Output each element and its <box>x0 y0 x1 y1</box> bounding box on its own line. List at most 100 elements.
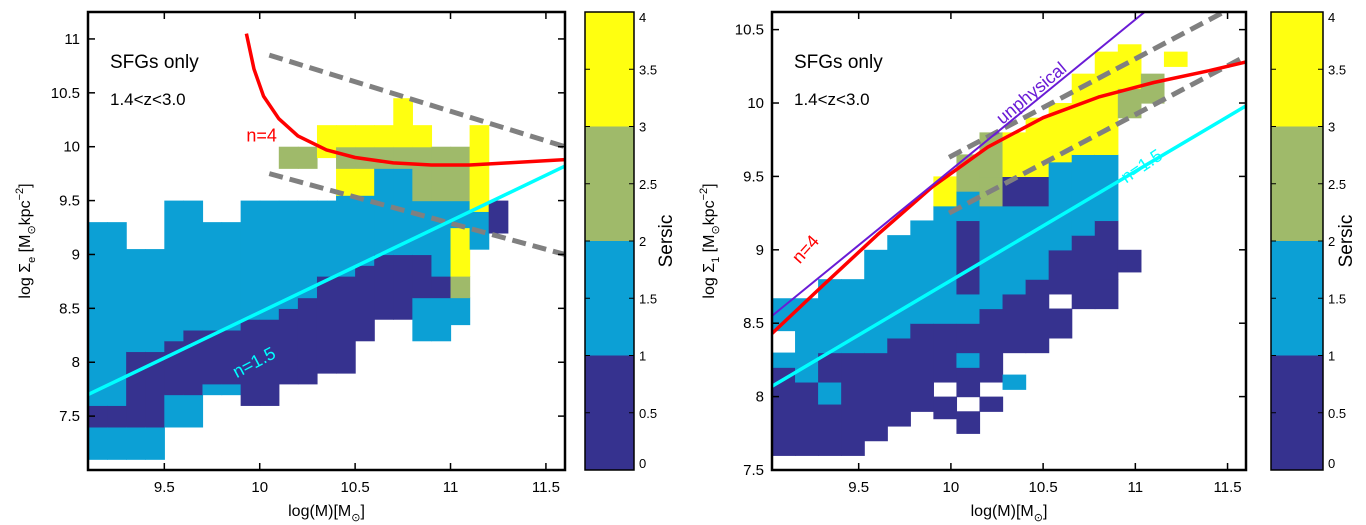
colorbar-band <box>585 355 634 470</box>
heatmap-cell <box>202 383 223 396</box>
colorbar: 0 0.5 1 1.5 2 2.5 3 3.5 4 Sersic <box>584 10 677 471</box>
heatmap-cell <box>412 200 433 256</box>
heatmap-cell <box>841 352 865 456</box>
y-tick-label: 10.5 <box>51 85 80 102</box>
y-tick-label: 8.5 <box>59 300 80 317</box>
curve-label: n=1.5 <box>1117 145 1166 187</box>
colorbar-tick-label: 0 <box>1328 456 1335 471</box>
heatmap-cell <box>864 249 888 354</box>
colorbar-tick-label: 2 <box>639 234 646 249</box>
heatmap-cell <box>1071 235 1096 310</box>
heatmap-cell <box>316 200 337 277</box>
plot-frame <box>770 10 1248 472</box>
x-tick-label: 11.5 <box>1214 479 1242 496</box>
colorbar-tick-label: 3.5 <box>1328 62 1346 77</box>
heatmap-cell <box>1025 205 1050 280</box>
annotation-sample: SFGs only <box>794 52 883 73</box>
heatmap-cell <box>956 352 981 368</box>
curve-label: n=4 <box>788 231 823 267</box>
y-tick-label: 10 <box>63 139 80 156</box>
y-tick-label: 7.5 <box>59 408 80 425</box>
x-tick-label: 11 <box>443 479 459 496</box>
heatmap-cell <box>450 297 471 326</box>
heatmap-cell <box>297 200 318 299</box>
heatmap-cell <box>412 125 433 148</box>
colorbar-tick-label: 1.5 <box>639 291 657 306</box>
colorbar-tick-label: 0.5 <box>639 406 657 421</box>
plot-area <box>772 12 1246 456</box>
plot-area <box>88 33 565 460</box>
heatmap-cell <box>450 146 471 202</box>
y-tick-label: 8.5 <box>743 315 764 332</box>
heatmap-cell <box>818 381 842 405</box>
colorbar-tick-label: 0.5 <box>1328 406 1346 421</box>
heatmap-cell <box>1025 279 1050 354</box>
y-tick-label: 9 <box>72 246 80 263</box>
heatmap-cell <box>164 394 184 428</box>
x-axis-label: log(M)[M⊙] <box>288 503 365 524</box>
heatmap-cell <box>336 168 356 196</box>
heatmap-cell <box>355 168 375 196</box>
heatmap-cell <box>393 98 413 148</box>
heatmap-cell <box>956 411 981 434</box>
heatmap-cell <box>1048 308 1073 339</box>
heatmap-cell <box>297 146 318 169</box>
heatmap-cell <box>374 146 394 169</box>
heatmap-cell <box>431 200 452 256</box>
curve-n-1-5 <box>88 164 565 397</box>
heatmap-cell <box>1048 161 1073 251</box>
heatmap-cell <box>818 403 842 456</box>
y-axis-label: log Σ1 [M⊙kpc−2] <box>698 183 722 298</box>
heatmap-cell <box>956 367 981 398</box>
heatmap-cell <box>431 254 452 277</box>
colorbar-band <box>1271 12 1323 127</box>
heatmap-cell <box>183 394 204 428</box>
y-tick-label: 9.5 <box>743 168 764 185</box>
heatmap-cell <box>1048 103 1073 163</box>
colorbar-band <box>1271 241 1323 356</box>
heatmap-cell <box>374 254 394 320</box>
dashed-boundary-line <box>268 171 565 257</box>
heatmap-cell <box>88 426 108 460</box>
heatmap-cell <box>450 276 471 299</box>
x-axis-label: log(M)[M⊙] <box>971 503 1048 524</box>
heatmap-cell <box>259 319 280 406</box>
curve-n-4 <box>244 33 565 167</box>
annotation-redshift: 1.4<z<3.0 <box>110 90 186 109</box>
colorbar-band <box>585 241 634 356</box>
heatmap-cell <box>412 254 433 299</box>
heatmap-cell <box>910 323 934 412</box>
heatmap-cell <box>933 396 958 420</box>
colorbar-band <box>585 126 634 241</box>
heatmap-cell <box>107 426 127 460</box>
heatmap-cell <box>1002 374 1027 390</box>
y-axis-label: log Σe [M⊙kpc−2] <box>14 183 38 298</box>
heatmap-cell <box>88 222 108 406</box>
annotation-sample: SFGs only <box>110 52 199 73</box>
heatmap-cell <box>1002 132 1027 178</box>
colorbar-tick-label: 3 <box>639 120 646 135</box>
heatmap-cell <box>183 200 204 331</box>
heatmap-cell <box>956 220 981 295</box>
heatmap-cell <box>1071 154 1096 236</box>
heatmap-cell <box>910 220 934 324</box>
heatmap-cell <box>979 396 1004 412</box>
heatmap-cell <box>933 205 958 324</box>
heatmap-cell <box>278 308 299 385</box>
heatmap-cell <box>956 293 981 324</box>
heatmap-cell <box>1117 88 1142 119</box>
heatmap-cell <box>316 276 337 374</box>
heatmap-cell <box>795 381 819 456</box>
heatmap-cell <box>1117 44 1142 89</box>
heatmap-cell <box>202 222 223 331</box>
colorbar-band <box>1271 355 1323 470</box>
dashed-boundary-line <box>268 52 565 150</box>
heatmap-cell <box>1002 293 1027 354</box>
heatmap-cell <box>259 200 280 320</box>
colorbar-tick-label: 4 <box>639 10 646 25</box>
curve-n-4 <box>772 60 1246 335</box>
heatmap-cell <box>278 146 299 169</box>
heatmap-cell <box>145 426 165 460</box>
curve-n-1-5 <box>772 104 1246 388</box>
